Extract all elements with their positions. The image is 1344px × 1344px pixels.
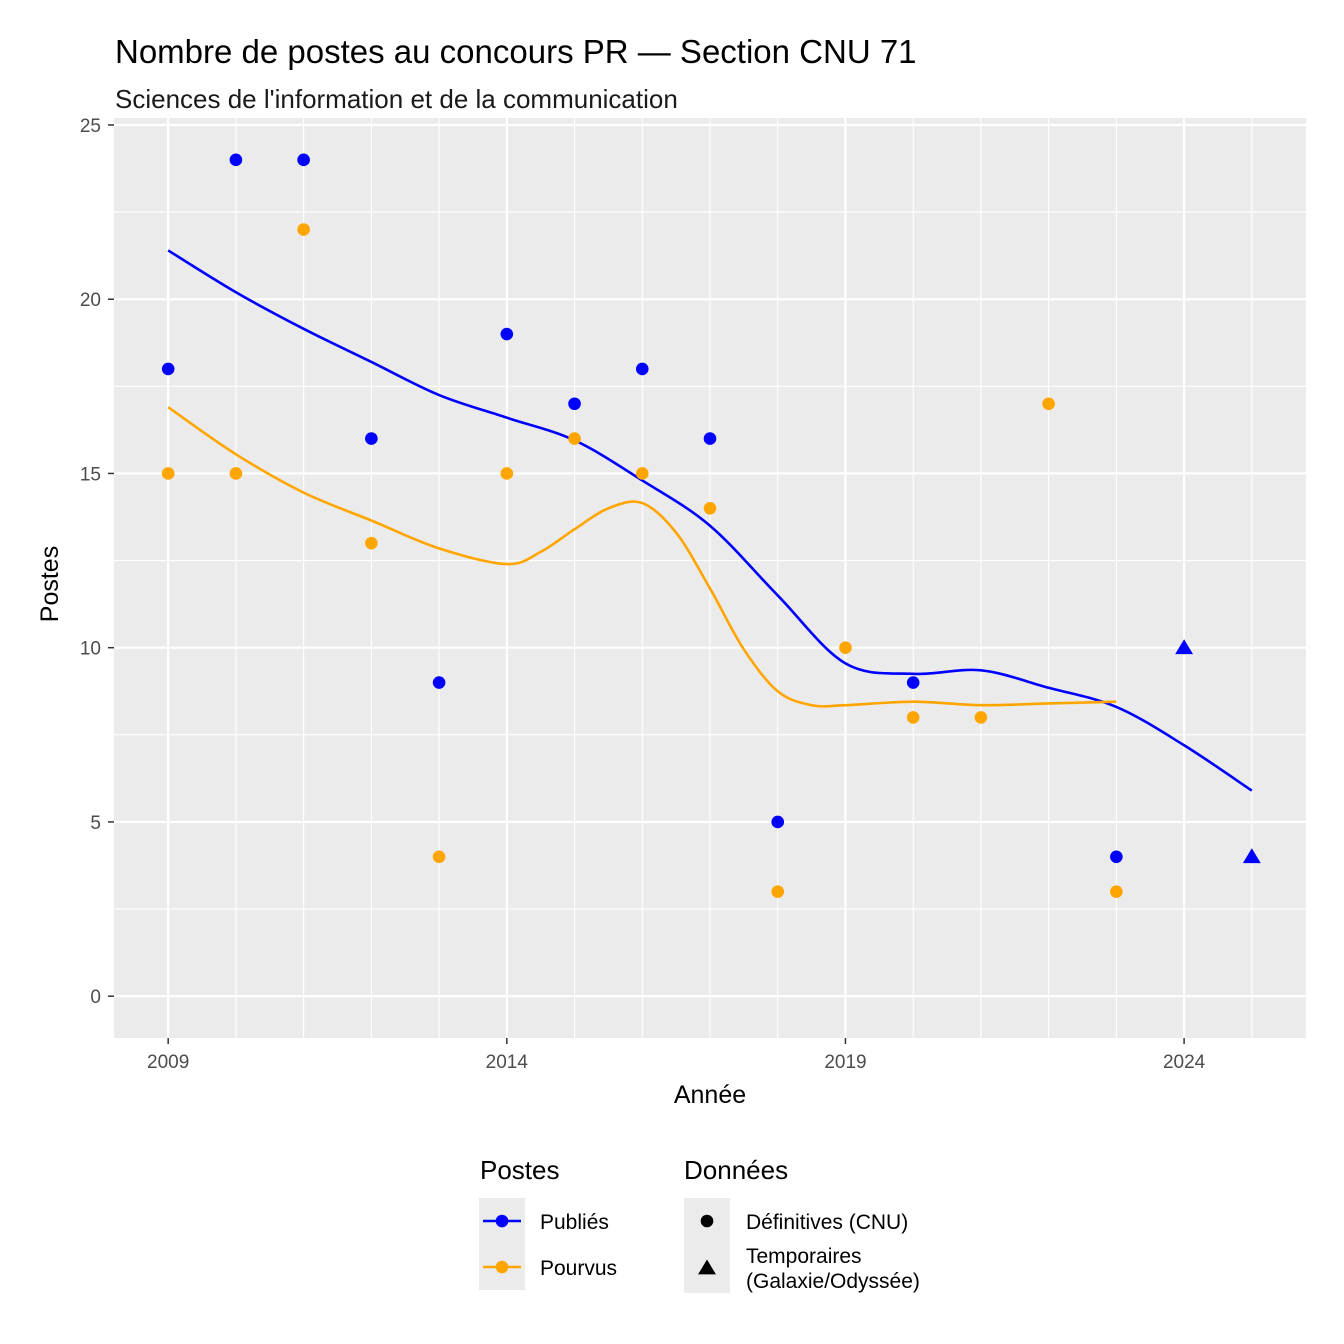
data-point-publi-s [771, 815, 785, 829]
legend: Postes Données Publiés Pourvus Définitives (… [479, 1155, 920, 1293]
grid-minor [114, 118, 1306, 1038]
data-point-publi-s [161, 362, 175, 376]
data-point-pourvus [635, 467, 649, 480]
x-axis-title: Année [674, 1081, 746, 1109]
data-point-publi-s [906, 676, 920, 689]
data-point-pourvus [974, 711, 988, 724]
data-point-publi-s [1242, 848, 1261, 864]
data-point-pourvus [1042, 397, 1055, 411]
y-tick-label: 0 [90, 987, 101, 1008]
legend-label: (Galaxie/Odyssée) [746, 1270, 920, 1293]
data-point-publi-s [297, 153, 310, 167]
y-tick-label: 20 [80, 290, 101, 311]
data-point-pourvus [500, 467, 514, 480]
smooth-line-pourvus [167, 406, 1117, 708]
legend-title-donnees: Données [684, 1155, 788, 1185]
data-point-pourvus [229, 467, 243, 480]
y-tick-label: 10 [80, 639, 101, 660]
data-point-publi-s [568, 397, 581, 411]
smooth-lines [167, 249, 1253, 792]
data-point-pourvus [297, 223, 310, 236]
data-point-publi-s [1110, 850, 1123, 864]
x-axis: 2009 2014 2019 2024 [147, 1038, 1206, 1073]
legend-key-triangle [698, 1259, 716, 1275]
legend-label: Définitives (CNU) [746, 1211, 908, 1234]
legend-key-point [495, 1260, 509, 1274]
legend-label: Temporaires [746, 1245, 862, 1268]
x-tick-label: 2009 [147, 1052, 189, 1073]
data-point-pourvus [365, 536, 378, 550]
y-tick-label: 15 [80, 464, 101, 485]
y-axis-title: Postes [36, 546, 64, 622]
legend-title-postes: Postes [480, 1155, 560, 1185]
data-point-pourvus [839, 641, 852, 654]
data-point-pourvus [568, 432, 581, 445]
data-point-publi-s [365, 432, 378, 445]
data-point-publi-s [432, 676, 446, 689]
data-point-pourvus [703, 502, 717, 515]
x-tick-label: 2014 [486, 1052, 529, 1073]
grid-major [114, 118, 1306, 1038]
x-tick-label: 2024 [1163, 1052, 1206, 1073]
legend-label: Pourvus [540, 1257, 617, 1280]
data-point-pourvus [161, 467, 175, 480]
legend-key-point [495, 1214, 509, 1228]
data-point-pourvus [771, 885, 785, 898]
data-point-pourvus [906, 711, 920, 724]
chart-subtitle: Sciences de l'information et de la commu… [115, 84, 678, 114]
data-point-pourvus [432, 850, 446, 864]
y-tick-label: 25 [80, 116, 101, 137]
data-point-publi-s [229, 153, 243, 167]
data-point-publi-s [635, 362, 649, 376]
x-tick-label: 2019 [824, 1052, 866, 1073]
data-point-publi-s [500, 327, 514, 341]
y-axis: 0 5 10 15 20 25 [80, 116, 114, 1008]
data-point-pourvus [1110, 885, 1123, 898]
data-points [161, 153, 1261, 898]
chart-title: Nombre de postes au concours PR — Sectio… [115, 33, 917, 70]
data-point-publi-s [703, 432, 717, 445]
data-point-publi-s [1175, 639, 1194, 655]
y-tick-label: 5 [90, 813, 101, 834]
legend-key-circle [700, 1214, 714, 1228]
smooth-line-publi-s [167, 249, 1253, 792]
legend-label: Publiés [540, 1211, 609, 1234]
